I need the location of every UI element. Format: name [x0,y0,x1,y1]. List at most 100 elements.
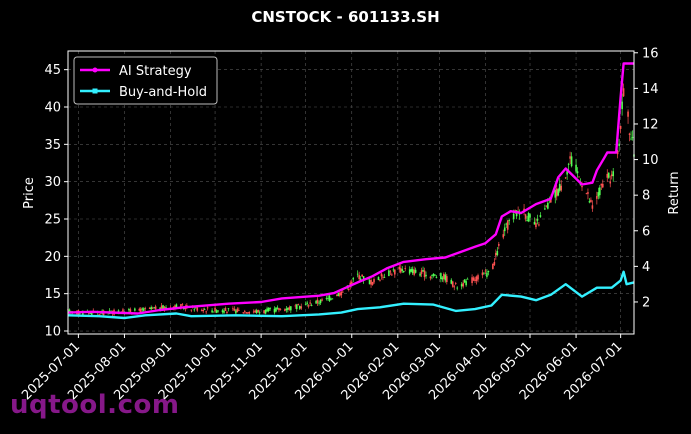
candle-body [555,188,558,197]
candle-body [440,273,442,280]
candle-body [535,223,537,228]
candle-body [575,164,577,172]
legend-label-ai-strategy: AI Strategy [119,64,192,79]
candle-body [630,138,632,140]
series-line-ai-strategy [67,62,634,315]
candle-body [129,309,132,313]
candle-body [423,270,426,278]
candle-body [315,300,317,304]
candle-body [162,305,164,309]
candle-body [266,308,268,312]
candle-body [569,156,571,159]
candle-body [122,309,124,314]
candle-body [328,295,331,301]
candle-body [529,214,531,218]
candle-body [356,273,359,275]
candle-body [506,220,509,230]
candle-body [391,274,393,276]
candle-body [347,289,350,290]
y2-tick-label: 14 [642,82,659,97]
candle-body [628,133,631,135]
candle-body [503,227,506,232]
candle-body [217,310,219,312]
candle-body [602,183,604,188]
y2-tick-label: 2 [642,295,650,310]
candle-body [89,313,92,314]
candle-body [484,270,487,272]
candle-body [570,156,573,167]
candle-body [321,299,323,301]
y-tick-label: 30 [44,175,61,190]
y2-tick-label: 10 [642,153,659,168]
candle-body [496,251,499,256]
candle-body [138,308,141,311]
candle-body [600,183,603,186]
candle-body [422,269,424,272]
candle-body [631,137,634,139]
y2-axis-label: Return [667,171,682,214]
candle-body [560,185,563,191]
candle-body [441,277,444,280]
candle-body [444,274,447,281]
candle-body [267,308,270,311]
candle-body [547,202,549,209]
y-tick-label: 20 [44,250,61,265]
y-axis-right: 2 4 6 8 10 12 14 16 [634,46,659,310]
candle-body [380,273,383,277]
candle-body [370,279,372,285]
candle-body [319,299,322,304]
candle-body [619,125,622,129]
candle-body [257,309,259,312]
candle-body [486,272,488,277]
legend-marker-buy-and-hold [92,88,98,94]
candle-body [481,272,484,276]
candle-body [590,199,592,203]
candle-body [591,205,594,209]
y2-tick-label: 8 [642,189,650,204]
candle-body [300,306,303,309]
candle-body [318,302,320,304]
y-axis-left: 10 15 20 25 30 35 40 45 [44,63,68,340]
candle-body [339,292,341,296]
candle-body [327,298,329,299]
candle-body [435,277,438,279]
candle-body [227,308,230,310]
candle-body [443,273,445,280]
candle-body [526,220,528,221]
candle-body [456,287,459,289]
candle-body [358,275,360,280]
candle-body [451,281,454,287]
candle-body [527,213,530,222]
candle-body [434,274,436,276]
candle-body [389,271,392,273]
candle-body [128,308,130,311]
candle-body [446,276,448,283]
candle-body [142,308,145,311]
candle-body [493,261,496,265]
candle-body [622,88,625,97]
y2-tick-label: 4 [642,260,650,275]
candle-body [616,150,619,155]
candle-body [350,281,353,284]
candle-body [414,269,417,273]
candle-body [566,171,568,175]
candle-body [203,309,206,311]
candle-body [255,310,258,314]
candle-body [290,306,292,311]
candle-body [368,280,371,285]
candle-body [610,174,613,177]
candle-body [193,309,196,311]
candle-body [462,282,464,287]
candle-body [597,192,600,197]
candle-body [163,306,166,310]
candle-body [226,311,228,313]
candle-body [465,281,467,286]
candle-body [245,312,248,314]
candle-body [206,307,209,309]
candle-body [432,273,435,276]
candle-body [276,307,279,309]
candle-body [331,298,334,300]
candle-body [609,181,612,184]
candle-body [466,278,469,280]
candle-body [401,269,404,271]
